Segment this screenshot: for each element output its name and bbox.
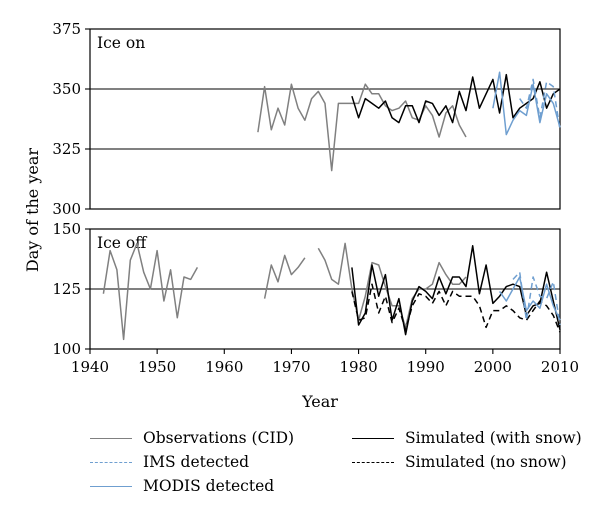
x-tick-label-1980: 1980	[339, 358, 377, 376]
ice-off-series-observations-cid-segment-1	[102, 242, 199, 341]
ice-off-series-simulated-no-snow	[351, 283, 561, 333]
ice-off-series-simulated-with-snow	[351, 245, 561, 336]
ice-on-series-modis-detected	[492, 71, 561, 136]
ice-on-y-tick-label-350: 350	[52, 80, 81, 98]
x-tick-label-1950: 1950	[138, 358, 176, 376]
ice-on-y-tick-label-325: 325	[52, 140, 81, 158]
x-axis: 1940 1950 1960 1970 1980 1990 2000 2010	[71, 349, 579, 376]
ice-off-panel: 100 125 150 Ice off	[52, 220, 561, 358]
x-tick-label-1960: 1960	[205, 358, 243, 376]
ice-on-series-observations-cid	[257, 83, 467, 172]
x-tick-label-1940: 1940	[71, 358, 109, 376]
x-tick-label-2000: 2000	[474, 358, 512, 376]
ice-off-series-observations-cid-segment-3	[317, 242, 467, 329]
ice-on-y-tick-label-375: 375	[52, 20, 81, 38]
ice-off-panel-label: Ice off	[97, 234, 147, 252]
ice-off-y-tick-label-150: 150	[52, 220, 81, 238]
ice-on-panel: 300 325 350 375 Ice on	[52, 20, 561, 218]
ice-off-series-modis-detected	[498, 276, 561, 321]
x-tick-label-1990: 1990	[407, 358, 445, 376]
ice-off-series-ims-detected	[512, 271, 561, 326]
ice-on-y-tick-label-300: 300	[52, 200, 81, 218]
ice-on-series-ims-detected	[519, 78, 561, 130]
y-axis-label: Day of the year	[23, 148, 42, 272]
ice-off-series-observations-cid-segment-2	[263, 254, 306, 299]
x-tick-label-1970: 1970	[272, 358, 310, 376]
ice-off-y-tick-label-125: 125	[52, 280, 81, 298]
ice-on-series-simulated-with-snow	[351, 73, 561, 124]
ice-on-panel-label: Ice on	[97, 34, 145, 52]
ice-on-frame	[89, 28, 561, 210]
x-axis-label: Year	[301, 392, 338, 411]
ice-off-y-tick-label-100: 100	[52, 340, 81, 358]
x-tick-label-2010: 2010	[541, 358, 579, 376]
